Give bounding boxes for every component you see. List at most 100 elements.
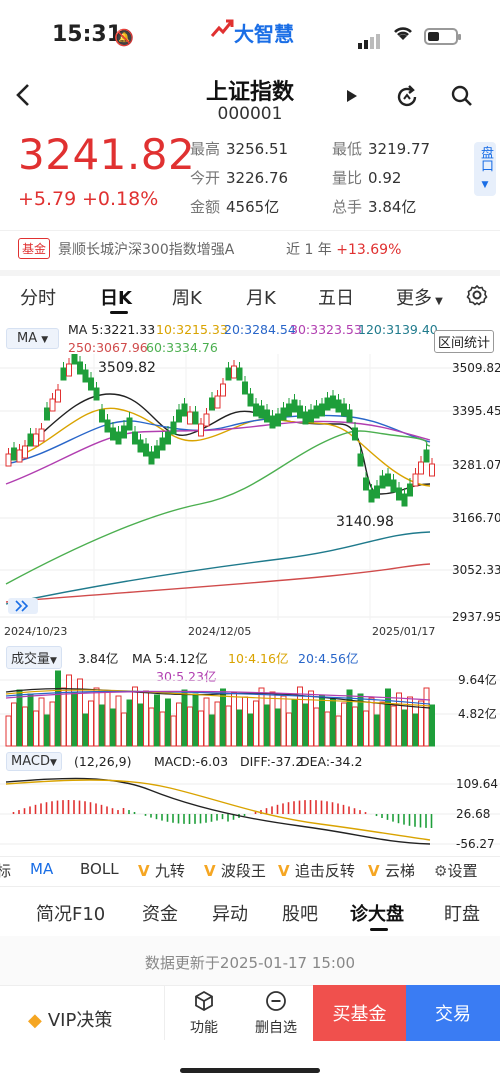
indicator-bar <box>0 856 500 886</box>
divider <box>164 986 165 1040</box>
candlestick <box>181 398 188 417</box>
candlestick <box>143 438 149 457</box>
update-time: 数据更新于2025-01-17 15:00 <box>144 954 356 972</box>
volume-bar <box>242 696 248 747</box>
candlestick <box>121 420 127 439</box>
candlestick <box>231 360 237 379</box>
volume-bar <box>82 713 89 747</box>
volume-bar <box>132 686 138 747</box>
candlestick <box>187 406 193 425</box>
candlestick <box>77 356 83 375</box>
volume-bar <box>49 701 56 747</box>
back-icon[interactable] <box>14 82 32 115</box>
price-axis-label: 2937.95 <box>452 610 500 624</box>
candlestick <box>110 422 116 441</box>
tab-f10[interactable]: 简况F10 <box>36 904 106 925</box>
volume-bar <box>77 678 83 747</box>
macd-indicator-select[interactable]: MACD▼ <box>6 752 62 771</box>
candlestick <box>44 402 50 421</box>
low-annotation: 3140.98 <box>336 514 394 530</box>
ma10-label: 10:3215.33 <box>156 322 228 337</box>
indicator-settings[interactable]: ⚙设置 <box>434 862 478 880</box>
volume-bar <box>66 674 72 747</box>
indicator-standard[interactable]: 标 <box>0 862 12 880</box>
indicator-boduanwang[interactable]: V 波段王 <box>204 862 266 880</box>
volume-bar <box>368 697 375 747</box>
fund-name: 景顺长城沪深300指数增强A <box>58 242 235 258</box>
indicator-yunti[interactable]: V 云梯 <box>368 862 415 880</box>
indicator-jiuzhuan[interactable]: V 九转 <box>138 862 185 880</box>
volume-bar <box>44 714 50 747</box>
volume-bar <box>5 715 12 747</box>
indicator-boll[interactable]: BOLL <box>80 860 119 878</box>
status-bar: 15:31 🔕 大智慧 <box>0 0 500 70</box>
ma-indicator-select[interactable]: MA ▼ <box>6 328 60 349</box>
collapse-arrows-icon[interactable] <box>8 598 38 614</box>
volume-bar <box>335 715 342 747</box>
candlestick <box>115 426 122 445</box>
candlestick <box>99 404 105 423</box>
tab-timeshare[interactable]: 分时 <box>20 288 56 309</box>
vol-axis-top: 9.64亿 <box>458 672 497 687</box>
macd-params: (12,26,9) <box>74 754 132 769</box>
candlestick <box>324 392 331 411</box>
candlestick <box>379 470 386 489</box>
candlestick <box>5 448 12 467</box>
candlestick <box>209 392 215 411</box>
candlestick <box>16 444 23 463</box>
stat-high: 最高 3256.51 <box>190 140 289 158</box>
volume-bar <box>148 707 155 747</box>
macd-chart[interactable]: 109.64 26.68 -56.27 <box>0 770 500 856</box>
indicator-zhuiji[interactable]: V 追击反转 <box>278 862 355 880</box>
page-title: 上证指数 <box>205 80 294 105</box>
chart-settings-icon[interactable] <box>466 284 488 311</box>
tab-capital[interactable]: 资金 <box>142 904 178 925</box>
vip-decision-button[interactable]: ◆ VIP决策 <box>28 1010 113 1031</box>
volume-bar <box>286 712 292 747</box>
stat-open: 今开 3226.76 <box>190 169 289 187</box>
candlestick <box>82 364 89 383</box>
vol-ma20-label: 20:4.56亿 <box>298 651 359 666</box>
buy-fund-button[interactable]: 买基金 <box>313 985 406 1041</box>
refresh-icon[interactable] <box>394 84 420 116</box>
range-stats-button[interactable]: 区间统计 <box>434 330 495 353</box>
order-book-toggle[interactable]: 盘口 ▼ <box>474 142 496 196</box>
function-button[interactable]: 功能 <box>182 990 226 1037</box>
search-icon[interactable] <box>450 84 474 114</box>
volume-ma-line <box>5 689 431 707</box>
candlestick <box>407 478 413 497</box>
tab-daily-k[interactable]: 日K <box>100 288 132 309</box>
tab-diagnose[interactable]: 诊大盘 <box>350 904 404 925</box>
indicator-ma[interactable]: MA <box>30 860 54 878</box>
remove-watchlist-button[interactable]: 删自选 <box>250 990 302 1037</box>
price-change-pct: +0.18% <box>82 188 159 210</box>
tab-watch[interactable]: 盯盘 <box>444 904 480 925</box>
volume-indicator-select[interactable]: 成交量▼ <box>6 646 62 669</box>
volume-ma-line <box>5 688 431 709</box>
volume-bar <box>55 670 61 747</box>
macd-value: MACD:-6.03 <box>154 754 229 769</box>
candlestick <box>396 482 402 501</box>
tab-more[interactable]: 更多 ▼ <box>396 288 443 309</box>
candlestick <box>346 404 353 423</box>
volume-chart[interactable]: 9.64亿 4.82亿 <box>0 662 500 748</box>
volume-bar <box>27 693 34 747</box>
next-stock-icon[interactable] <box>346 88 358 107</box>
candlestick <box>286 398 292 417</box>
candlestick <box>247 388 254 407</box>
fund-promo-bar[interactable] <box>0 230 500 266</box>
tab-monthly-k[interactable]: 月K <box>246 288 276 309</box>
date-mid: 2024/12/05 <box>188 625 251 638</box>
macd-diff: DIFF:-37.2 <box>240 754 304 769</box>
date-start: 2024/10/23 <box>4 625 67 638</box>
ma-line <box>5 430 431 585</box>
ma30-label: 30:3323.53 <box>290 322 362 337</box>
macd-line <box>5 779 431 841</box>
tab-forum[interactable]: 股吧 <box>282 904 318 925</box>
tab-five-day[interactable]: 五日 <box>318 288 354 309</box>
volume-bar <box>401 709 408 747</box>
trade-button[interactable]: 交易 <box>406 985 500 1041</box>
tab-abnormal[interactable]: 异动 <box>212 904 248 925</box>
kline-chart[interactable]: 3509.82 3395.45 3281.07 3166.70 3052.33 2937.… <box>0 354 500 644</box>
tab-weekly-k[interactable]: 周K <box>172 288 202 309</box>
